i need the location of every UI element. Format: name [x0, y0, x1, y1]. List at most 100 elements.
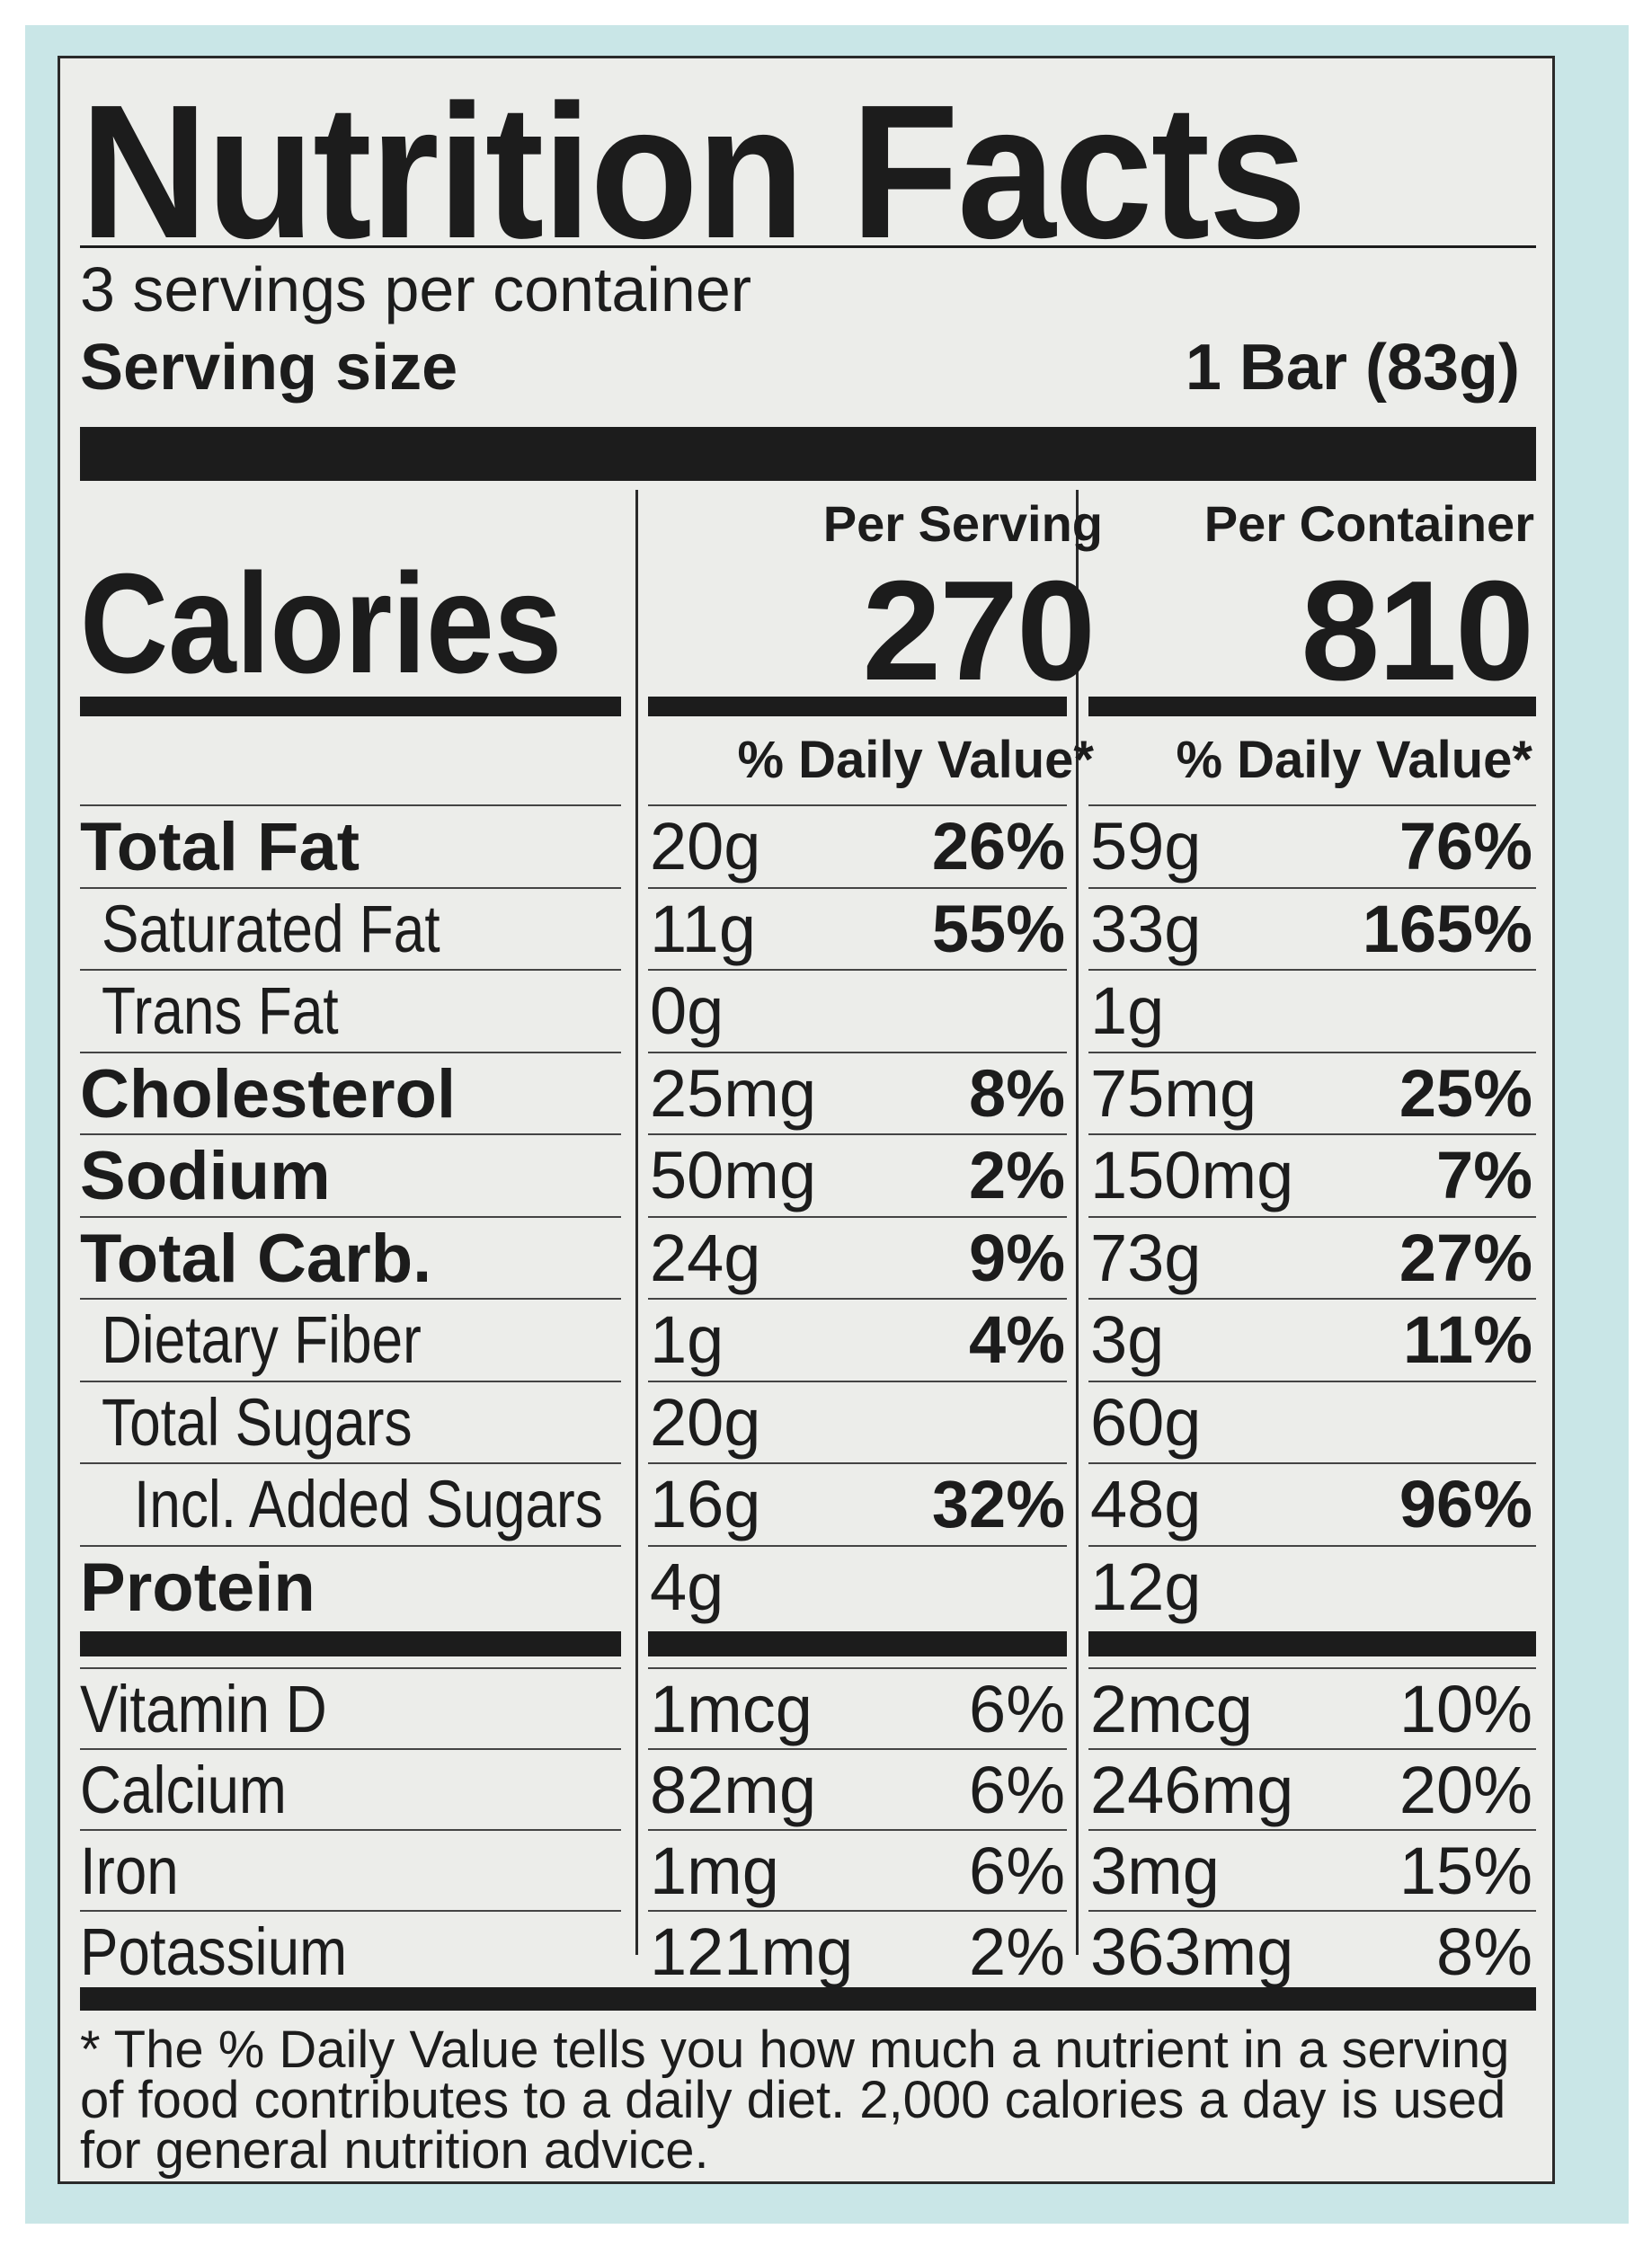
total-sugars-cont-amt: 60g [1090, 1384, 1202, 1460]
calcium-cont-pct: 20% [1399, 1753, 1532, 1827]
row-separator [1088, 1380, 1536, 1382]
sodium-serv-amt: 50mg [650, 1138, 817, 1212]
dv-heading-serving: % Daily Value* [737, 731, 1094, 789]
dietary-fiber-cont-amt: 3g [1090, 1302, 1165, 1377]
table-row: Saturated Fat 11g 55% 33g 165% [60, 886, 1552, 970]
total-fat-cont-amt: 59g [1090, 809, 1202, 884]
table-row: Dietary Fiber 1g 4% 3g 11% [60, 1298, 1552, 1381]
row-separator [1088, 1829, 1536, 1831]
total-fat-cont-pct: 76% [1399, 809, 1532, 884]
vitamin-rule-2 [648, 1631, 1067, 1656]
table-row: Potassium 121mg 2% 363mg 8% [60, 1910, 1552, 1991]
title-rule [80, 245, 1536, 248]
nutrient-label-total-sugars: Total Sugars [102, 1384, 413, 1460]
table-row: Total Carb. 24g 9% 73g 27% [60, 1215, 1552, 1299]
nutrient-label-vitamin-d: Vitamin D [80, 1672, 327, 1746]
total-carb-cont-amt: 73g [1090, 1220, 1202, 1295]
nutrient-label-sodium: Sodium [80, 1138, 331, 1214]
row-separator [80, 1829, 621, 1831]
per-serving-calories: 270 [862, 552, 1096, 710]
dietary-fiber-cont-pct: 11% [1402, 1302, 1532, 1377]
row-separator [648, 804, 1067, 806]
calcium-serv-amt: 82mg [650, 1753, 817, 1827]
per-serving-heading: Per Serving [822, 495, 1103, 552]
saturated-fat-serv-amt: 11g [650, 891, 756, 966]
row-separator [648, 1667, 1067, 1669]
protein-serv-amt: 4g [650, 1549, 724, 1624]
row-separator [648, 1544, 1067, 1547]
row-separator [648, 1462, 1067, 1464]
table-row: Calcium 82mg 6% 246mg 20% [60, 1748, 1552, 1829]
row-separator [80, 1133, 621, 1135]
table-row: Cholesterol 25mg 8% 75mg 25% [60, 1051, 1552, 1134]
row-separator [80, 1298, 621, 1300]
cholesterol-cont-amt: 75mg [1090, 1055, 1257, 1131]
row-separator [648, 1133, 1067, 1135]
thick-rule-bottom [80, 1987, 1536, 2011]
per-container-heading: Per Container [1203, 495, 1534, 552]
row-separator [80, 1462, 621, 1464]
vitamin-d-serv-amt: 1mcg [650, 1672, 813, 1746]
row-separator [1088, 804, 1536, 806]
cholesterol-cont-pct: 25% [1399, 1055, 1532, 1131]
row-separator [648, 886, 1067, 889]
trans-fat-cont-amt: 1g [1090, 973, 1165, 1048]
dietary-fiber-serv-pct: 4% [969, 1302, 1065, 1377]
row-separator [1088, 1462, 1536, 1464]
nutrient-label-iron: Iron [80, 1834, 179, 1908]
dietary-fiber-serv-amt: 1g [650, 1302, 724, 1377]
iron-serv-amt: 1mg [650, 1834, 779, 1908]
table-row: Incl. Added Sugars 16g 32% 48g 96% [60, 1462, 1552, 1545]
protein-cont-amt: 12g [1090, 1549, 1202, 1624]
thick-rule-top [80, 427, 1536, 481]
table-row: Iron 1mg 6% 3mg 15% [60, 1829, 1552, 1910]
iron-cont-pct: 15% [1399, 1834, 1532, 1908]
row-separator [80, 1215, 621, 1218]
total-carb-serv-pct: 9% [969, 1220, 1065, 1295]
column-divider-left [635, 490, 638, 1955]
total-carb-serv-amt: 24g [650, 1220, 761, 1295]
nutrient-label-cholesterol: Cholesterol [80, 1055, 457, 1132]
trans-fat-serv-amt: 0g [650, 973, 724, 1048]
row-separator [80, 1380, 621, 1382]
column-divider-right [1076, 490, 1079, 1955]
row-separator [1088, 1298, 1536, 1300]
row-separator [648, 1051, 1067, 1053]
calories-rule-1 [80, 697, 621, 716]
calories-rule-3 [1088, 697, 1536, 716]
table-row: Vitamin D 1mcg 6% 2mcg 10% [60, 1667, 1552, 1748]
row-separator [80, 1544, 621, 1547]
saturated-fat-cont-amt: 33g [1090, 891, 1202, 966]
nutrition-facts-title: Nutrition Facts [80, 65, 1307, 278]
incl-added-sugars-cont-pct: 96% [1399, 1467, 1532, 1541]
potassium-cont-pct: 8% [1436, 1914, 1532, 1989]
vitamin-d-cont-pct: 10% [1399, 1672, 1532, 1746]
calories-label: Calories [80, 545, 563, 703]
incl-added-sugars-serv-amt: 16g [650, 1467, 761, 1541]
calories-rule-2 [648, 697, 1067, 716]
row-separator [1088, 1748, 1536, 1750]
row-separator [648, 1910, 1067, 1912]
row-separator [648, 1380, 1067, 1382]
row-separator [1088, 1544, 1536, 1547]
sodium-serv-pct: 2% [969, 1138, 1065, 1212]
row-separator [648, 1298, 1067, 1300]
table-row: Protein 4g 12g [60, 1544, 1552, 1628]
row-separator [80, 804, 621, 806]
potassium-cont-amt: 363mg [1090, 1914, 1294, 1989]
iron-serv-pct: 6% [969, 1834, 1065, 1908]
row-separator [80, 1748, 621, 1750]
row-separator [1088, 969, 1536, 971]
saturated-fat-serv-pct: 55% [931, 891, 1065, 966]
table-row: Total Fat 20g 26% 59g 76% [60, 804, 1552, 887]
nutrition-facts-panel: Nutrition Facts 3 servings per container… [58, 56, 1555, 2184]
nutrient-label-total-fat: Total Fat [80, 809, 360, 885]
serving-size-label: Serving size [80, 332, 458, 404]
row-separator [80, 969, 621, 971]
row-separator [1088, 1910, 1536, 1912]
potassium-serv-amt: 121mg [650, 1914, 854, 1989]
row-separator [80, 1051, 621, 1053]
sodium-cont-amt: 150mg [1090, 1138, 1294, 1212]
serving-size-value: 1 Bar (83g) [1185, 332, 1520, 404]
row-separator [648, 1748, 1067, 1750]
